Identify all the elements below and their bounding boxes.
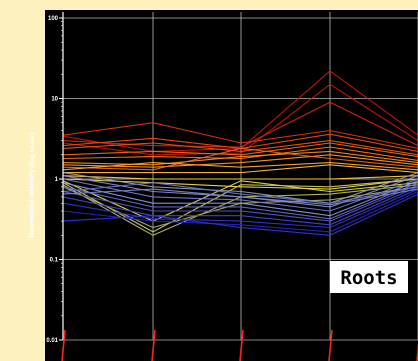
- panel-label: Roots: [340, 267, 397, 289]
- panel-label-box: [330, 261, 408, 293]
- series-line: [62, 150, 418, 166]
- series-line: [62, 178, 418, 190]
- y-tick-label: 1: [55, 177, 59, 183]
- series-line: [62, 122, 418, 149]
- y-tick-label: 100: [48, 16, 59, 22]
- series-line: [62, 101, 418, 148]
- series-line: [62, 140, 418, 156]
- x-axis-marker: [328, 329, 333, 361]
- x-axis-marker: [239, 329, 244, 361]
- series-line: [62, 184, 418, 222]
- series-line: [63, 164, 418, 174]
- axis-layer: 100 10 1 0.1 0.01: [46, 12, 64, 344]
- series-line: [62, 162, 418, 171]
- series-line: [62, 178, 418, 233]
- series-line: [62, 147, 418, 171]
- series-line: [62, 180, 418, 217]
- truncated-x-label: Harve: [398, 304, 412, 310]
- series-line: [62, 154, 418, 168]
- x-axis-marker: [61, 329, 66, 361]
- series-line: [62, 182, 418, 204]
- series-line: [62, 83, 418, 156]
- y-axis-label: Normalized intensity (log scale): [29, 132, 36, 237]
- y-tick-label: 10: [51, 97, 58, 103]
- series-line: [62, 186, 418, 226]
- series-line: [62, 172, 418, 204]
- series-line: [62, 180, 418, 222]
- series-line: [62, 182, 418, 220]
- x-axis-marker: [151, 329, 156, 361]
- series-line: [62, 193, 418, 236]
- y-tick-label: 0.01: [46, 338, 58, 344]
- y-tick-label: 0.1: [50, 258, 59, 264]
- series-line: [62, 188, 418, 206]
- series-line: [62, 142, 418, 158]
- series-line: [62, 175, 418, 180]
- series-layer: [62, 70, 418, 236]
- series-line: [62, 146, 418, 161]
- series-line: [62, 188, 418, 229]
